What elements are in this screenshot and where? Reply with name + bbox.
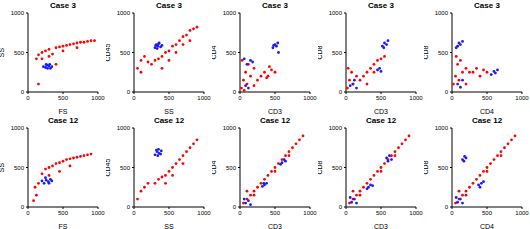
svg-text:0: 0 bbox=[344, 210, 348, 216]
svg-text:CD3: CD3 bbox=[268, 223, 282, 229]
svg-text:500: 500 bbox=[332, 50, 343, 56]
svg-text:0: 0 bbox=[21, 204, 25, 210]
svg-text:1000: 1000 bbox=[117, 10, 131, 16]
svg-text:500: 500 bbox=[270, 95, 281, 101]
svg-text:FS: FS bbox=[59, 108, 68, 114]
svg-text:SS: SS bbox=[164, 223, 174, 229]
svg-text:1000: 1000 bbox=[197, 95, 211, 101]
svg-text:CD8: CD8 bbox=[318, 45, 323, 59]
html-text:Case 12: Case 12 bbox=[365, 115, 397, 125]
svg-text:0: 0 bbox=[21, 89, 25, 95]
svg-text:CD4: CD4 bbox=[480, 108, 494, 114]
svg-text:1000: 1000 bbox=[329, 10, 343, 16]
svg-text:0: 0 bbox=[132, 210, 136, 216]
svg-text:0: 0 bbox=[132, 95, 136, 101]
svg-text:1000: 1000 bbox=[11, 125, 25, 131]
svg-text:CD4: CD4 bbox=[212, 160, 217, 174]
svg-text:CD8: CD8 bbox=[424, 160, 429, 174]
svg-text:500: 500 bbox=[120, 164, 131, 170]
svg-text:1000: 1000 bbox=[409, 210, 423, 216]
svg-text:1000: 1000 bbox=[91, 95, 105, 101]
svg-text:500: 500 bbox=[482, 95, 493, 101]
svg-text:1000: 1000 bbox=[435, 125, 449, 131]
svg-text:CD8: CD8 bbox=[318, 160, 323, 174]
svg-text:1000: 1000 bbox=[515, 95, 522, 101]
svg-text:500: 500 bbox=[438, 164, 449, 170]
svg-text:0: 0 bbox=[344, 95, 348, 101]
svg-text:1000: 1000 bbox=[409, 95, 423, 101]
svg-text:1000: 1000 bbox=[515, 210, 522, 216]
svg-text:0: 0 bbox=[233, 89, 237, 95]
html-text:Case 12: Case 12 bbox=[259, 115, 291, 125]
svg-text:0: 0 bbox=[238, 210, 242, 216]
svg-text:1000: 1000 bbox=[91, 210, 105, 216]
svg-text:500: 500 bbox=[226, 50, 237, 56]
svg-text:500: 500 bbox=[438, 50, 449, 56]
svg-text:0: 0 bbox=[127, 89, 131, 95]
svg-text:500: 500 bbox=[14, 164, 25, 170]
svg-text:1000: 1000 bbox=[329, 125, 343, 131]
svg-text:CD3: CD3 bbox=[374, 223, 388, 229]
svg-text:0: 0 bbox=[26, 210, 30, 216]
svg-text:1000: 1000 bbox=[11, 10, 25, 16]
svg-text:1000: 1000 bbox=[303, 95, 317, 101]
svg-text:CD4: CD4 bbox=[212, 45, 217, 59]
svg-text:1000: 1000 bbox=[117, 125, 131, 131]
svg-text:500: 500 bbox=[120, 50, 131, 56]
html-text:Case 3: Case 3 bbox=[474, 1, 500, 10]
svg-text:1000: 1000 bbox=[197, 210, 211, 216]
svg-text:CD45: CD45 bbox=[106, 43, 111, 61]
svg-text:0: 0 bbox=[450, 95, 454, 101]
svg-text:500: 500 bbox=[332, 164, 343, 170]
svg-text:0: 0 bbox=[127, 204, 131, 210]
svg-text:CD4: CD4 bbox=[480, 223, 494, 229]
svg-text:500: 500 bbox=[14, 50, 25, 56]
svg-text:1000: 1000 bbox=[303, 210, 317, 216]
svg-text:0: 0 bbox=[339, 204, 343, 210]
svg-text:CD3: CD3 bbox=[268, 108, 282, 114]
html-text:Case 12: Case 12 bbox=[47, 115, 79, 125]
svg-text:500: 500 bbox=[226, 164, 237, 170]
svg-text:0: 0 bbox=[238, 95, 242, 101]
svg-text:0: 0 bbox=[339, 89, 343, 95]
svg-text:0: 0 bbox=[450, 210, 454, 216]
svg-text:500: 500 bbox=[376, 210, 387, 216]
svg-text:0: 0 bbox=[445, 89, 449, 95]
html-text:Case 3: Case 3 bbox=[368, 1, 394, 10]
svg-text:500: 500 bbox=[270, 210, 281, 216]
html-text:Case 12: Case 12 bbox=[471, 115, 503, 125]
html-text:Case 12: Case 12 bbox=[153, 115, 185, 125]
svg-text:0: 0 bbox=[233, 204, 237, 210]
svg-text:500: 500 bbox=[58, 95, 69, 101]
svg-text:500: 500 bbox=[164, 95, 175, 101]
svg-text:FS: FS bbox=[59, 223, 68, 229]
svg-text:SS: SS bbox=[164, 108, 174, 114]
svg-text:1000: 1000 bbox=[223, 125, 237, 131]
svg-text:0: 0 bbox=[445, 204, 449, 210]
svg-text:1000: 1000 bbox=[435, 10, 449, 16]
svg-text:500: 500 bbox=[482, 210, 493, 216]
html-text:Case 3: Case 3 bbox=[262, 1, 288, 10]
svg-text:CD3: CD3 bbox=[374, 108, 388, 114]
svg-text:500: 500 bbox=[164, 210, 175, 216]
html-text:Case 3: Case 3 bbox=[50, 1, 76, 10]
svg-text:0: 0 bbox=[26, 95, 30, 101]
html-text:Case 3: Case 3 bbox=[156, 1, 182, 10]
svg-text:500: 500 bbox=[376, 95, 387, 101]
svg-text:CD45: CD45 bbox=[106, 158, 111, 176]
svg-text:500: 500 bbox=[58, 210, 69, 216]
svg-text:1000: 1000 bbox=[223, 10, 237, 16]
svg-text:CD8: CD8 bbox=[424, 45, 429, 59]
